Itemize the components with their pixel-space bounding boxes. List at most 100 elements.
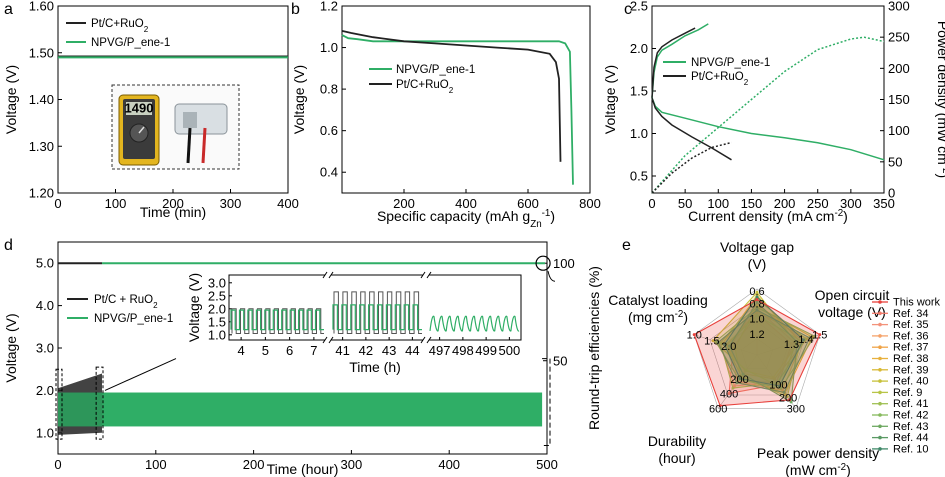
panel-c-ytick-label: 0.5 [630,169,648,184]
radar-series-polygon [728,301,798,403]
inset-xtick-label: 42 [359,343,373,358]
panel-c-legend-label: NPVG/P_ene-1 [691,57,770,69]
red-probe-wire [201,127,207,164]
panel-c-y2label-part: Power density (mW cm [935,21,945,165]
panel-b-legend-label: NPVG/P_ene-1 [396,64,475,76]
inset-ytick-label: 2.5 [208,288,226,303]
radar-series-point [755,295,759,299]
radar-axis-title: (hour) [658,450,695,466]
panel-label-d: d [4,237,13,254]
panel-a-ytick-label: 1.60 [29,0,54,14]
inset-ytick-label: 2.0 [208,301,226,316]
radar-legend-label: Ref. 9 [893,387,922,399]
panel-c-y2tick-label: 150 [888,92,910,107]
panel-d-ytick-label: 3.0 [36,341,54,356]
panel-c-y2tick-label: 200 [888,61,910,76]
radar-series-point [804,337,808,341]
radar-series-point [813,334,817,338]
panel-d-inset: 1.01.52.02.53.0 Voltage (V) Time (h) 4 5 6 7 41… [186,271,522,375]
panel-a-xtick-label: 200 [162,196,184,211]
inset-break-mark [426,271,432,279]
radar-series-point [782,390,786,394]
radar-axis-title-part: (mg cm [628,309,675,325]
inset-trace-npvg [230,309,324,331]
radar-series-point [775,381,779,385]
panel-c-xlabel-part: -2 [834,208,843,219]
radar-series-point [732,384,736,388]
panel-b-ytick-label: 0.8 [320,82,338,97]
radar-legend-marker [878,390,882,395]
radar-series-point [790,342,794,346]
panel-d-legend-label-part: NPVG/P_ene-1 [94,313,173,325]
panel-d-legend-label: Pt/C + RuO2 [94,294,158,310]
panel-b-legend-label-part: Pt/C+RuO [396,79,449,91]
panel-a-legend-label-part: Pt/C+RuO [91,18,144,30]
radar-legend-label: Ref. 35 [893,319,928,331]
panel-b: 200 400 600 800 0.4 0.6 0.8 1.0 1.2 Specific capa… [291,0,601,230]
radar-tick-label: 400 [720,388,738,400]
panel-b-ytick-label: 1.0 [320,40,338,55]
panel-c-series-line [651,27,696,98]
radar-tick-label: 1.4 [798,334,813,346]
radar-legend-marker [878,334,882,338]
panel-b-xlabel-part: ) [550,208,555,224]
panel-c-xlabel-part: ) [843,208,848,224]
panel-a-xtick-label: 100 [105,196,127,211]
panel-c-xtick-label: 0 [648,196,655,211]
radar-legend-label: Ref. 36 [893,330,928,342]
radar-tick-label: 0.6 [749,286,764,298]
radar-legend-label: Ref. 43 [893,421,928,433]
panel-b-xtick-label: 600 [517,196,539,211]
panel-d: 0 100 200 300 400 500 1.0 2.0 3.0 4.0 5.0 Time (hou… [3,241,602,477]
inset-ytick-label: 3.0 [208,275,226,290]
inset-trace-npvg [429,315,520,332]
inset-trace-npvg [332,304,422,331]
radar-axis-title: Voltage gap [720,239,794,255]
radar-legend-label: Ref. 39 [893,364,928,376]
inset-break-mask [423,336,429,344]
panel-d-ytick-label: 4.0 [36,298,54,313]
panel-d-y2tick-label: 50 [553,354,567,369]
panel-d-xtick-label: 400 [438,457,460,472]
radar-axis-title-part: (mW cm [785,462,837,477]
panel-a: 0 100 200 300 400 1.20 1.30 1.40 1.50 1.60 Time (m… [3,0,299,220]
panel-c-series-line [651,97,732,161]
radar-series-point [808,336,812,340]
radar-series-point [799,339,803,343]
panel-label-e: e [622,237,631,254]
panel-c-frame [651,5,885,194]
radar-axis-title-part: -2 [837,462,846,473]
radar-legend-marker [878,300,882,304]
inset-xtick-label: 500 [499,343,521,358]
radar-series-point [727,391,731,395]
panel-b-legend-label: Pt/C+RuO2 [396,79,454,95]
panel-d-legend-label: NPVG/P_ene-1 [94,313,173,325]
radar-tick-label: 1.0 [749,314,764,326]
radar-legend-marker [878,368,882,372]
radar-legend-marker [878,424,882,429]
panel-d-ytick-label: 2.0 [36,383,54,398]
panel-e: 0.60.81.01.21.3 1.41.51002003002004006002… [608,239,940,477]
panel-d-start-box [55,368,63,440]
radar-series-point [741,372,745,376]
inset-xtick-label: 4 [238,343,245,358]
panel-d-band-npvg [58,392,543,427]
panel-d-xtick-label: 500 [536,457,558,472]
radar-series-point [810,335,814,339]
panel-d-xtick-label: 0 [54,457,61,472]
panel-c-series-line [651,97,885,161]
radar-series-point [778,384,782,388]
panel-c-xtick-label: 350 [873,196,895,211]
radar-series-point [818,333,822,337]
radar-legend-label: Ref. 41 [893,398,928,410]
inset-xtick-label: 497 [429,343,451,358]
panel-c-legend-label-part: Pt/C+RuO [691,71,744,83]
radar-series-point [785,395,789,399]
panel-c-legend-label-part: 2 [744,78,749,87]
inset-break-mark [322,271,328,279]
radar-series-polygon [721,294,801,379]
panel-c-xlabel-part: Current density (mA cm [688,208,834,224]
inset-break-mark [420,271,426,279]
panel-d-legend-label-part: Pt/C + RuO [94,294,153,306]
